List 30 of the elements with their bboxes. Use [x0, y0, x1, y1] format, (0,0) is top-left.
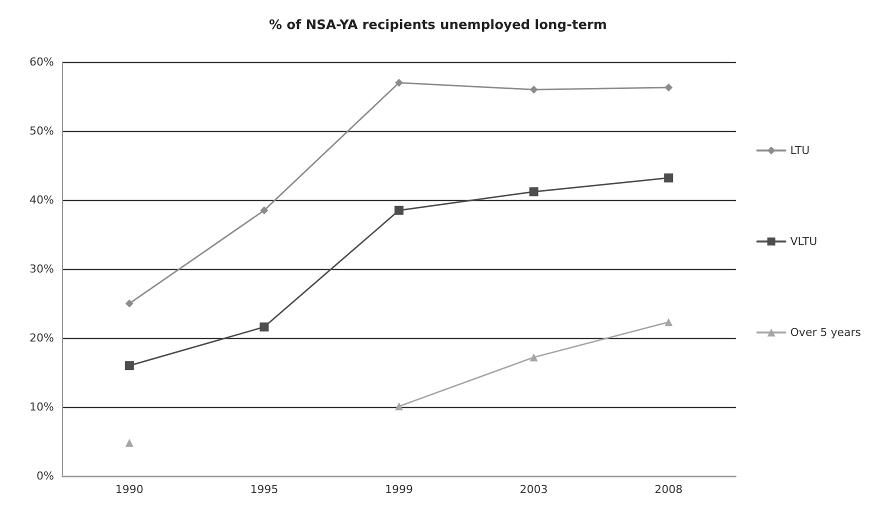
y-tick-label: 40% [30, 194, 54, 206]
x-tick-label: 2008 [654, 483, 683, 496]
y-tick-label: 20% [30, 332, 54, 344]
point [125, 300, 134, 308]
x-tick-label: 1990 [115, 483, 144, 496]
point [395, 78, 403, 87]
point [664, 173, 674, 182]
point [664, 84, 673, 92]
y-tick-label: 10% [30, 400, 54, 414]
legend-label: LTU [790, 144, 810, 157]
point [394, 206, 404, 215]
y-tick-label: 30% [30, 262, 54, 276]
point [260, 206, 268, 214]
point [529, 187, 538, 196]
point [664, 318, 673, 326]
y-tick-label: 60% [30, 56, 54, 68]
point [125, 438, 134, 447]
x-tick-label: 2003 [520, 483, 548, 496]
point [395, 402, 403, 410]
point [530, 86, 538, 94]
y-tick-label: 0% [36, 470, 54, 482]
y-tick-label: 50% [30, 124, 54, 138]
legend-label: VLTU [790, 235, 818, 248]
point [530, 353, 538, 362]
x-tick-label: 1999 [385, 483, 413, 496]
legend-label: Over 5 years [790, 326, 862, 339]
x-tick-label: 1995 [250, 483, 278, 496]
point [260, 322, 269, 332]
point [124, 361, 134, 370]
chart-title: % of NSA-YA recipients unemployed long-term [269, 18, 607, 33]
